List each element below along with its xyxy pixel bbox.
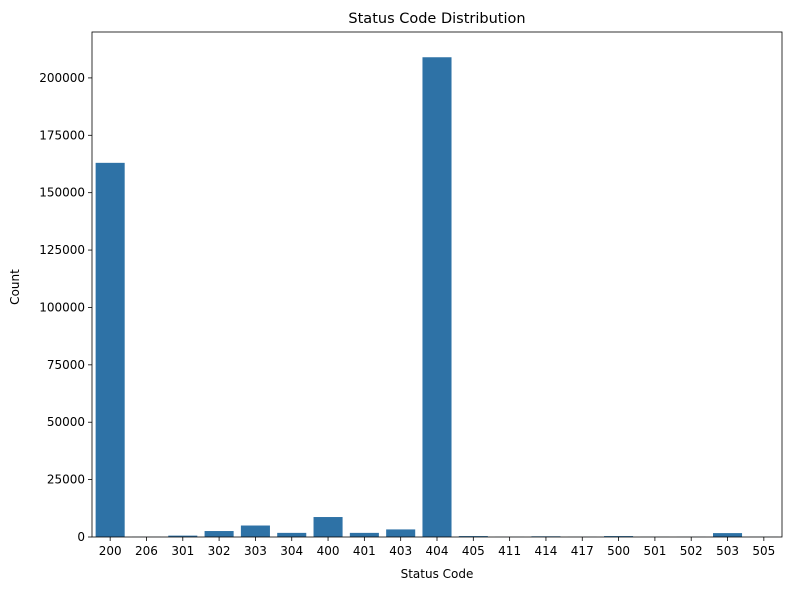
bar-303 <box>240 525 270 537</box>
x-tick-label: 403 <box>389 544 412 558</box>
x-tick-label: 501 <box>643 544 666 558</box>
y-tick-label: 200000 <box>39 71 85 85</box>
y-tick-label: 175000 <box>39 128 85 142</box>
y-tick-label: 25000 <box>47 473 85 487</box>
plot-area: 200 206 301 302 303 304 400 401 403 404 405 411 414 4… <box>39 31 783 558</box>
x-tick-label: 417 <box>571 544 594 558</box>
bar-503 <box>713 533 743 537</box>
y-tick-label: 75000 <box>47 358 85 372</box>
bar-403 <box>386 529 416 537</box>
plot-frame <box>91 31 783 538</box>
x-tick-label: 411 <box>498 544 521 558</box>
x-tick-label: 404 <box>426 544 449 558</box>
y-tick-label: 125000 <box>39 243 85 257</box>
x-tick-label: 500 <box>607 544 630 558</box>
bar-401 <box>349 532 379 537</box>
x-tick-label: 503 <box>716 544 739 558</box>
x-tick-label: 502 <box>680 544 703 558</box>
x-tick-label: 405 <box>462 544 485 558</box>
bar-400 <box>313 517 343 537</box>
bar-405 <box>458 536 488 537</box>
x-tick-label: 301 <box>171 544 194 558</box>
y-tick-label: 0 <box>77 530 85 544</box>
x-tick-label: 200 <box>99 544 122 558</box>
x-tick-label: 400 <box>317 544 340 558</box>
x-tick-label: 304 <box>280 544 303 558</box>
x-tick-label: 206 <box>135 544 158 558</box>
bar-301 <box>168 535 198 537</box>
x-tick-label: 401 <box>353 544 376 558</box>
y-tick-label: 100000 <box>39 300 85 314</box>
y-tick-label: 50000 <box>47 415 85 429</box>
y-axis-label: Count <box>8 269 22 305</box>
x-tick-label: 414 <box>534 544 557 558</box>
x-tick-label: 303 <box>244 544 267 558</box>
chart-title: Status Code Distribution <box>348 11 525 27</box>
bar-500 <box>604 536 634 537</box>
bar-404 <box>422 57 452 537</box>
bar-304 <box>277 532 307 537</box>
bar-200 <box>95 162 125 537</box>
x-axis-label: Status Code <box>401 567 474 581</box>
bar-302 <box>204 531 234 537</box>
x-tick-label: 505 <box>752 544 775 558</box>
x-tick-label: 302 <box>208 544 231 558</box>
y-tick-label: 150000 <box>39 186 85 200</box>
